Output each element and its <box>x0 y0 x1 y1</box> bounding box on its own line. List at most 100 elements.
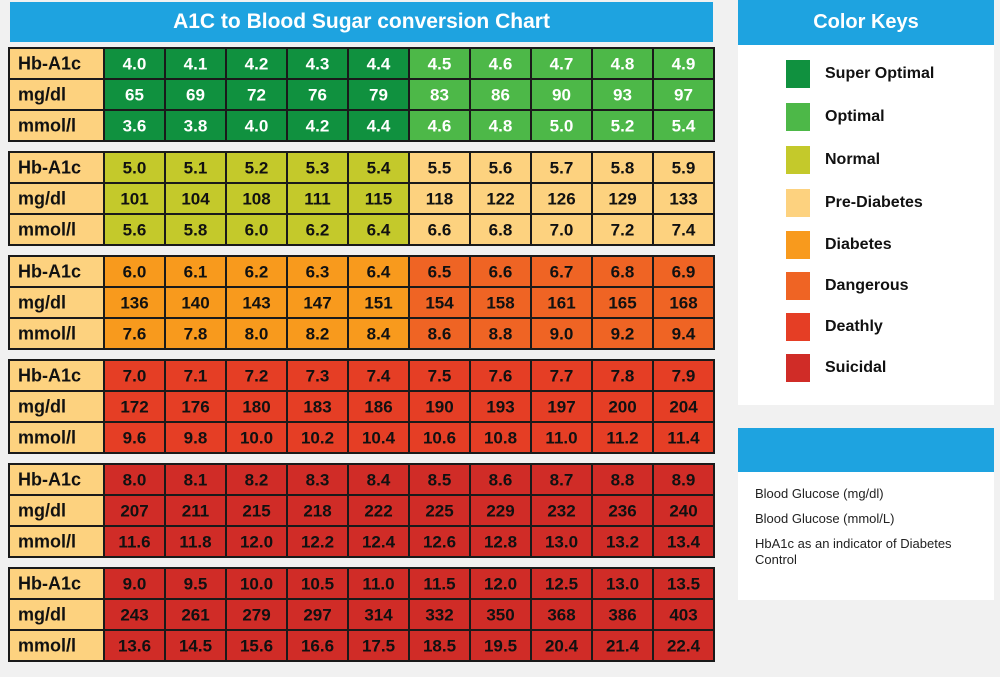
value-mgdl: 186 <box>364 398 392 417</box>
value-mgdl: 215 <box>242 502 270 521</box>
value-mgdl: 65 <box>125 86 144 105</box>
value-mgdl: 386 <box>608 606 636 625</box>
legend-swatch <box>786 189 810 217</box>
value-hba1c: 7.0 <box>123 367 147 386</box>
value-mgdl: 197 <box>547 398 575 417</box>
cell-mmol <box>591 421 654 454</box>
cell-mgdl <box>286 78 349 111</box>
cell-mgdl <box>225 182 288 215</box>
value-mmol: 9.8 <box>184 429 208 448</box>
cell-mmol <box>225 213 288 246</box>
value-mgdl: 151 <box>364 294 392 313</box>
value-mmol: 13.0 <box>545 533 578 552</box>
value-hba1c: 8.8 <box>611 471 635 490</box>
row-label-mmol: mmol/l <box>18 532 76 552</box>
row-label-cell <box>8 255 105 288</box>
value-mmol: 13.6 <box>118 637 151 656</box>
value-hba1c: 4.6 <box>489 55 513 74</box>
color-keys-panel: Color Keys Super Optimal Optimal Normal … <box>738 0 994 405</box>
value-mmol: 5.6 <box>123 221 147 240</box>
value-mgdl: 314 <box>364 606 393 625</box>
value-hba1c: 5.8 <box>611 159 635 178</box>
cell-hba1c <box>591 463 654 496</box>
legend-item-super-optimal: Super Optimal <box>786 60 934 88</box>
value-mmol: 6.6 <box>428 221 452 240</box>
row-label-hba1c: Hb-A1c <box>18 158 81 178</box>
cell-mmol <box>286 213 349 246</box>
row-label-cell <box>8 286 105 319</box>
cell-hba1c <box>164 567 227 600</box>
cell-mmol <box>530 213 593 246</box>
value-hba1c: 6.5 <box>428 263 452 282</box>
cell-mmol <box>286 109 349 142</box>
value-hba1c: 5.6 <box>489 159 513 178</box>
value-mmol: 4.6 <box>428 117 452 136</box>
value-mgdl: 161 <box>547 294 575 313</box>
cell-mmol <box>652 213 715 246</box>
value-mgdl: 172 <box>120 398 148 417</box>
value-mmol: 20.4 <box>545 637 579 656</box>
value-mgdl: 93 <box>613 86 632 105</box>
value-mmol: 9.0 <box>550 325 574 344</box>
legend-item-diabetes: Diabetes <box>786 231 892 259</box>
cell-mgdl <box>347 390 410 423</box>
value-mmol: 12.6 <box>423 533 456 552</box>
row-label-cell <box>8 525 105 558</box>
cell-mmol <box>103 629 166 662</box>
value-mgdl: 207 <box>120 502 148 521</box>
row-label-mgdl: mg/dl <box>18 85 66 105</box>
value-mmol: 8.8 <box>489 325 513 344</box>
legend-label: Normal <box>825 151 881 168</box>
value-mmol: 10.6 <box>423 429 456 448</box>
cell-hba1c <box>652 47 715 80</box>
value-mmol: 8.0 <box>245 325 269 344</box>
cell-mmol <box>469 525 532 558</box>
info-panel: Blood Glucose (mg/dl) Blood Glucose (mmo… <box>738 428 994 600</box>
info-line-mmol: Blood Glucose (mmol/L) <box>755 511 895 526</box>
row-label-mmol: mmol/l <box>18 428 76 448</box>
cell-mgdl <box>286 286 349 319</box>
cell-mmol <box>530 629 593 662</box>
row-label-cell <box>8 78 105 111</box>
row-label-mmol: mmol/l <box>18 324 76 344</box>
cell-mgdl <box>164 598 227 631</box>
value-hba1c: 8.3 <box>306 471 330 490</box>
row-label-mmol: mmol/l <box>18 220 76 240</box>
cell-mmol <box>164 109 227 142</box>
cell-hba1c <box>347 255 410 288</box>
info-line-mgdl: Blood Glucose (mg/dl) <box>755 486 884 501</box>
legend-label: Deathly <box>825 318 883 335</box>
cell-mgdl <box>347 182 410 215</box>
cell-mmol <box>408 525 471 558</box>
value-hba1c: 11.0 <box>362 575 394 594</box>
value-mgdl: 218 <box>303 502 331 521</box>
value-hba1c: 7.6 <box>489 367 513 386</box>
value-mmol: 12.4 <box>362 533 396 552</box>
value-mgdl: 97 <box>674 86 693 105</box>
value-hba1c: 7.9 <box>672 367 696 386</box>
value-hba1c: 4.8 <box>611 55 635 74</box>
color-keys-title: Color Keys <box>738 0 994 45</box>
legend-item-normal: Normal <box>786 146 880 174</box>
value-mgdl: 232 <box>547 502 575 521</box>
cell-mmol <box>408 629 471 662</box>
value-mgdl: 183 <box>303 398 331 417</box>
cell-mmol <box>530 109 593 142</box>
row-label-hba1c: Hb-A1c <box>18 262 81 282</box>
cell-hba1c <box>286 359 349 392</box>
value-mgdl: 261 <box>181 606 209 625</box>
cell-mmol <box>347 109 410 142</box>
value-hba1c: 4.9 <box>672 55 696 74</box>
legend-swatch <box>786 272 810 300</box>
value-mmol: 8.6 <box>428 325 452 344</box>
row-label-mmol: mmol/l <box>18 636 76 656</box>
value-hba1c: 9.5 <box>184 575 208 594</box>
value-mgdl: 165 <box>608 294 636 313</box>
legend-item-deathly: Deathly <box>786 313 883 341</box>
value-hba1c: 13.0 <box>606 575 639 594</box>
cell-mmol <box>652 629 715 662</box>
cell-mmol <box>286 421 349 454</box>
cell-mgdl <box>347 494 410 527</box>
value-hba1c: 5.7 <box>550 159 574 178</box>
value-mmol: 9.4 <box>672 325 696 344</box>
